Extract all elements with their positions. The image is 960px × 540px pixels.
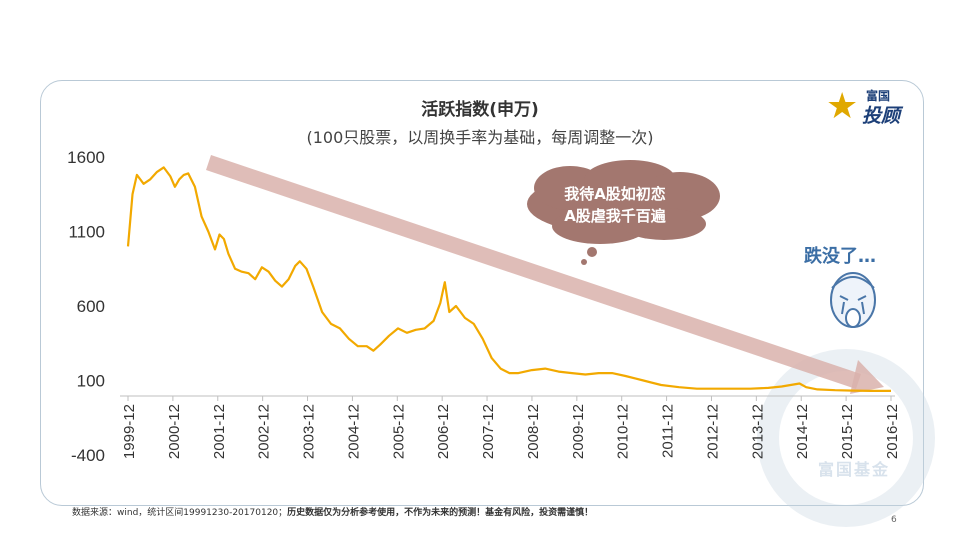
- chart-subtitle: (100只股票，以周换手率为基础，每周调整一次): [306, 128, 654, 147]
- x-tick-label: 2012-12: [704, 404, 721, 459]
- fall-annotation: 跌没了…: [804, 246, 876, 267]
- x-tick-label: 2009-12: [570, 404, 587, 459]
- x-tick-label: 2000-12: [166, 404, 183, 459]
- x-tick-label: 2004-12: [345, 404, 362, 459]
- footer-disclaimer: 历史数据仅为分析参考使用，不作为未来的预测！基金有风险，投资需谨慎！: [287, 508, 594, 518]
- watermark-ring-icon: [757, 349, 935, 527]
- x-tick-label: 2016-12: [884, 404, 901, 459]
- down-trend-arrow-icon: [206, 155, 884, 394]
- logo-line2: 投顾: [862, 105, 901, 127]
- chart-frame: [40, 80, 924, 506]
- page-number: 6: [891, 515, 897, 525]
- series-line: [126, 166, 891, 392]
- x-tick-label: 2003-12: [301, 404, 318, 459]
- x-tick-label: 2001-12: [211, 404, 228, 459]
- x-tick-label: 2002-12: [256, 404, 273, 459]
- y-tick-label: 1600: [67, 148, 105, 167]
- bubble-line-2: A股虐我千百遍: [564, 207, 666, 225]
- watermark-text: 富国基金: [818, 460, 891, 479]
- x-tick-label: 2011-12: [660, 404, 677, 458]
- y-tick-label: 1100: [68, 223, 105, 242]
- x-tick-label: 2010-12: [615, 404, 632, 459]
- y-tick-label: 600: [77, 297, 105, 316]
- x-tick-label: 2015-12: [839, 404, 856, 459]
- x-tick-label: 2006-12: [435, 404, 452, 459]
- footer-note: 数据来源：wind，统计区间19991230-20170120；历史数据仅为分析…: [72, 505, 593, 518]
- chart-title: 活跃指数(申万): [421, 100, 539, 120]
- bubble-line-1: 我待A股如初恋: [564, 185, 666, 203]
- brand-logo: ★ 富国 投顾: [826, 83, 916, 128]
- y-tick-label: -400: [71, 446, 105, 465]
- x-tick-label: 2013-12: [749, 404, 766, 459]
- y-tick-label: 100: [77, 372, 105, 391]
- logo-line1: 富国: [866, 89, 891, 103]
- x-tick-label: 2014-12: [794, 404, 811, 459]
- star-icon: ★: [826, 86, 859, 127]
- x-tick-label: 2007-12: [480, 404, 497, 459]
- x-tick-label: 2005-12: [390, 404, 407, 459]
- x-tick-label: 2008-12: [525, 404, 542, 459]
- crying-face-icon: [830, 272, 876, 328]
- thought-bubble-icon: [527, 160, 720, 265]
- x-tick-label: 1999-12: [121, 404, 138, 459]
- bubble-annotation: 我待A股如初恋 A股虐我千百遍: [540, 183, 690, 227]
- footer-source: 数据来源：wind，统计区间19991230-20170120；: [72, 508, 288, 518]
